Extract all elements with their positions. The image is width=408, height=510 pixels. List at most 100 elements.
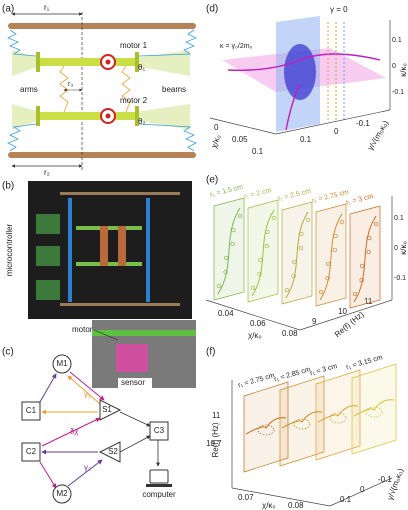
arm-end (135, 106, 139, 126)
data-point (223, 269, 228, 275)
arrow (41, 417, 101, 447)
node-label: C3 (154, 426, 165, 435)
curve-label: r₁ = 3 cm (309, 363, 338, 377)
data-point (333, 233, 338, 239)
node-shape (21, 401, 41, 421)
data-point (265, 229, 270, 235)
panel-d: (d) γ = 0 κ = γ₀/2m₀ 0 0.05 0.1 χ/κ₀ 0.1… (206, 4, 408, 156)
board (36, 246, 60, 266)
angle-label: θ₁ (138, 63, 145, 72)
curve (319, 213, 343, 301)
bottom-beam (8, 152, 196, 158)
tick-label: 0 (394, 245, 398, 252)
data-point (271, 215, 277, 221)
data-point (224, 255, 229, 261)
data-point (230, 241, 235, 247)
r3-label: r₃ (68, 81, 73, 88)
data-point (291, 273, 296, 279)
arm-end (36, 52, 40, 72)
curve (245, 417, 287, 435)
tick-label: 0.1 (340, 495, 352, 504)
data-point (339, 219, 345, 225)
beam-photo (146, 198, 150, 302)
panel-e: (e) 0.04 0.06 0.08 χ/κ₀ 9 10 11 Re(f) (H… (205, 175, 408, 340)
rail (60, 303, 180, 306)
data-point (366, 249, 371, 255)
tick-label: 0.08 (288, 501, 304, 510)
tick-label: 0.04 (218, 309, 234, 318)
spring (7, 123, 37, 152)
loop (329, 412, 347, 424)
curve-label: r₁ = 3.15 cm (345, 354, 383, 371)
r2-label: r₂ (44, 168, 50, 177)
r1-label: r₁ (44, 3, 50, 12)
arm-end (135, 52, 139, 72)
plane (351, 363, 397, 455)
spring (7, 29, 37, 57)
plane (243, 381, 289, 473)
tick-label: 0.06 (250, 319, 266, 328)
top-beam (8, 23, 196, 29)
panel-label: (f) (206, 347, 215, 358)
data-point (326, 261, 331, 267)
curve-label: r₁ = 2 cm (243, 187, 272, 201)
tick-label: 0 (334, 127, 339, 136)
curve (317, 405, 359, 423)
tick-label: 9 (312, 317, 317, 326)
axis (209, 109, 391, 135)
panel-label: (e) (206, 175, 218, 186)
node-label: S2 (108, 447, 118, 456)
top-arm (38, 58, 137, 66)
tick-label: 11 (212, 411, 221, 420)
curve-label: r₁ = 2.85 cm (273, 366, 311, 383)
node-label: S1 (102, 405, 112, 414)
coupling-label: γ₁ (84, 390, 91, 399)
coupling-label: δχ (70, 427, 79, 436)
arrow (69, 371, 105, 401)
plane (315, 369, 361, 461)
tick-label: 10.7 (206, 439, 222, 448)
node-label: M1 (56, 359, 68, 368)
spring (138, 123, 197, 152)
arm-photo (76, 226, 142, 230)
panel-label: (a) (2, 4, 14, 15)
data-point (305, 217, 311, 223)
tick-label: 0.1 (394, 215, 404, 222)
data-point (237, 213, 243, 219)
inset-arm (92, 330, 196, 336)
tick-label: 0.1 (252, 147, 264, 156)
panel-c: (c) computer γ₁ δχ γ₂ M1 C1 S1 C3 C2 S2 M2 (2, 347, 176, 504)
tick-label: 0.1 (392, 37, 402, 44)
arm-photo (76, 262, 142, 266)
panel-label: (c) (2, 347, 14, 358)
coupling-spring (59, 65, 69, 113)
tick-label: 0.08 (282, 329, 298, 338)
data-point (292, 259, 297, 265)
data-point (299, 231, 304, 237)
tick-label: 10 (338, 307, 347, 316)
motor-label: motor 1 (120, 41, 148, 50)
curve-label: r₁ = 3 cm (345, 193, 374, 207)
data-point (264, 243, 269, 249)
rail (60, 192, 180, 195)
tick-label: -0.1 (378, 475, 392, 484)
computer-icon (149, 469, 169, 484)
copper (118, 226, 126, 266)
fan (12, 50, 40, 76)
node-shape (149, 421, 169, 441)
loop (293, 418, 311, 430)
tick-label: 0 (360, 485, 365, 494)
motor-label: motor (72, 325, 93, 334)
tick-label: -0.1 (392, 89, 404, 96)
coupling-spring (121, 65, 131, 113)
curve (281, 411, 323, 429)
arrow (67, 375, 101, 405)
node-label: M2 (56, 489, 68, 498)
arrow (39, 373, 57, 403)
axis (205, 299, 393, 331)
data-point (298, 245, 303, 251)
data-point (332, 247, 337, 253)
data-point (352, 291, 358, 297)
